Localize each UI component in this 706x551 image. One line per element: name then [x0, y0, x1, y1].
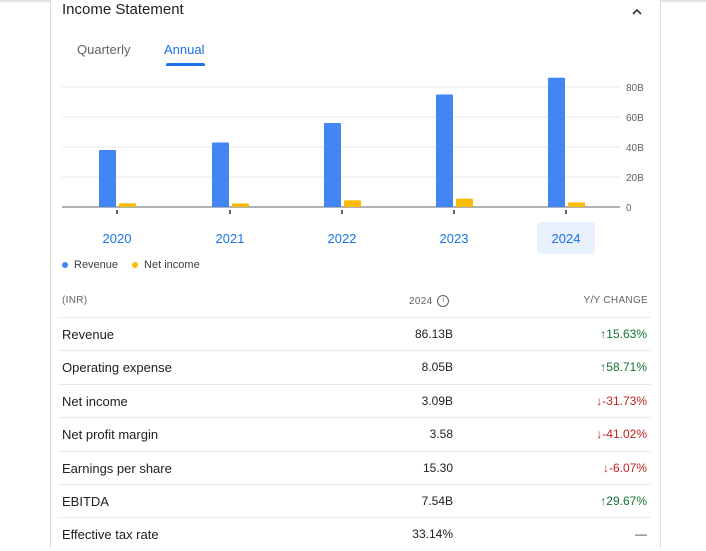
year-button-2022[interactable]: 2022 [327, 230, 357, 246]
row-label: EBITDA [62, 494, 109, 509]
table-row: Net income 3.09B ↓-31.73% [58, 383, 651, 418]
row-change: ↓-31.73% [596, 393, 647, 408]
y-tick-label: 80B [626, 83, 644, 94]
section-title: Income Statement [62, 1, 184, 18]
collapse-button[interactable] [627, 2, 647, 20]
legend-item-revenue: Revenue [62, 259, 118, 271]
revenue-dot-icon [62, 262, 68, 268]
year-button-2024[interactable]: 2024 [537, 222, 595, 254]
table-row: Earnings per share 15.30 ↓-6.07% [58, 450, 651, 485]
net-income-bar [568, 202, 585, 207]
y-tick-label: 40B [626, 143, 644, 154]
column-header-year: 2024 i [409, 295, 450, 307]
column-header-change: Y/Y CHANGE [583, 295, 648, 306]
net-income-bar [456, 198, 473, 207]
table-row: Operating expense 8.05B ↑58.71% [58, 350, 651, 384]
row-label: Earnings per share [62, 460, 172, 476]
row-value: 86.13B [414, 327, 453, 341]
row-change: ↑15.63% [600, 327, 647, 341]
revenue-bar [212, 142, 229, 207]
net-income-bar [119, 203, 136, 207]
net-income-dot-icon [132, 262, 139, 268]
tab-active-indicator [166, 63, 205, 66]
tab-quarterly[interactable]: Quarterly [77, 42, 131, 57]
row-value: 3.58 [429, 427, 453, 442]
row-change: ↓-41.02% [596, 427, 647, 442]
row-change: ↑58.71% [600, 360, 647, 375]
table-row: Net profit margin 3.58 ↓-41.02% [58, 417, 651, 451]
legend-label-revenue: Revenue [74, 259, 119, 271]
row-value: 8.05B [421, 360, 453, 375]
row-label: Effective tax rate [62, 527, 159, 543]
revenue-bar [436, 94, 453, 207]
y-tick-label: 60B [626, 113, 644, 124]
chart-legend: Revenue Net income [62, 259, 214, 271]
year-button-2021[interactable]: 2021 [215, 230, 245, 246]
table-row: Revenue 86.13B ↑15.63% [58, 317, 651, 351]
row-label: Net income [62, 393, 128, 409]
row-label: Net profit margin [62, 427, 159, 443]
row-value: 3.09B [421, 393, 453, 408]
net-income-bar [344, 200, 361, 207]
info-icon[interactable]: i [437, 295, 450, 307]
column-header-currency: (INR) [62, 295, 88, 306]
row-label: Operating expense [62, 360, 172, 376]
table-row: Effective tax rate 33.14% — [58, 517, 651, 551]
revenue-bar [548, 77, 565, 208]
row-label: Revenue [62, 327, 115, 342]
y-tick-label: 20B [626, 173, 644, 184]
income-bar-chart: 0 20B 40B 60B 80B [62, 77, 644, 214]
revenue-bar [324, 123, 341, 207]
y-tick-label: 0 [626, 203, 632, 214]
legend-item-net-income: Net income [132, 259, 200, 271]
row-value: 33.14% [412, 527, 453, 542]
revenue-bar [99, 150, 116, 207]
row-change: — [635, 527, 647, 542]
net-income-bar [232, 203, 249, 207]
column-header-year-label: 2024 [409, 295, 433, 307]
table-row: EBITDA 7.54B ↑29.67% [58, 484, 651, 518]
year-button-2023[interactable]: 2023 [439, 230, 469, 246]
legend-label-net-income: Net income [144, 259, 200, 271]
year-button-2020[interactable]: 2020 [102, 230, 132, 246]
row-value: 7.54B [421, 494, 453, 508]
row-value: 15.30 [422, 460, 453, 475]
chevron-up-icon [632, 8, 642, 15]
row-change: ↑29.67% [600, 494, 647, 508]
row-change: ↓-6.07% [602, 460, 647, 475]
tab-annual[interactable]: Annual [164, 42, 205, 57]
